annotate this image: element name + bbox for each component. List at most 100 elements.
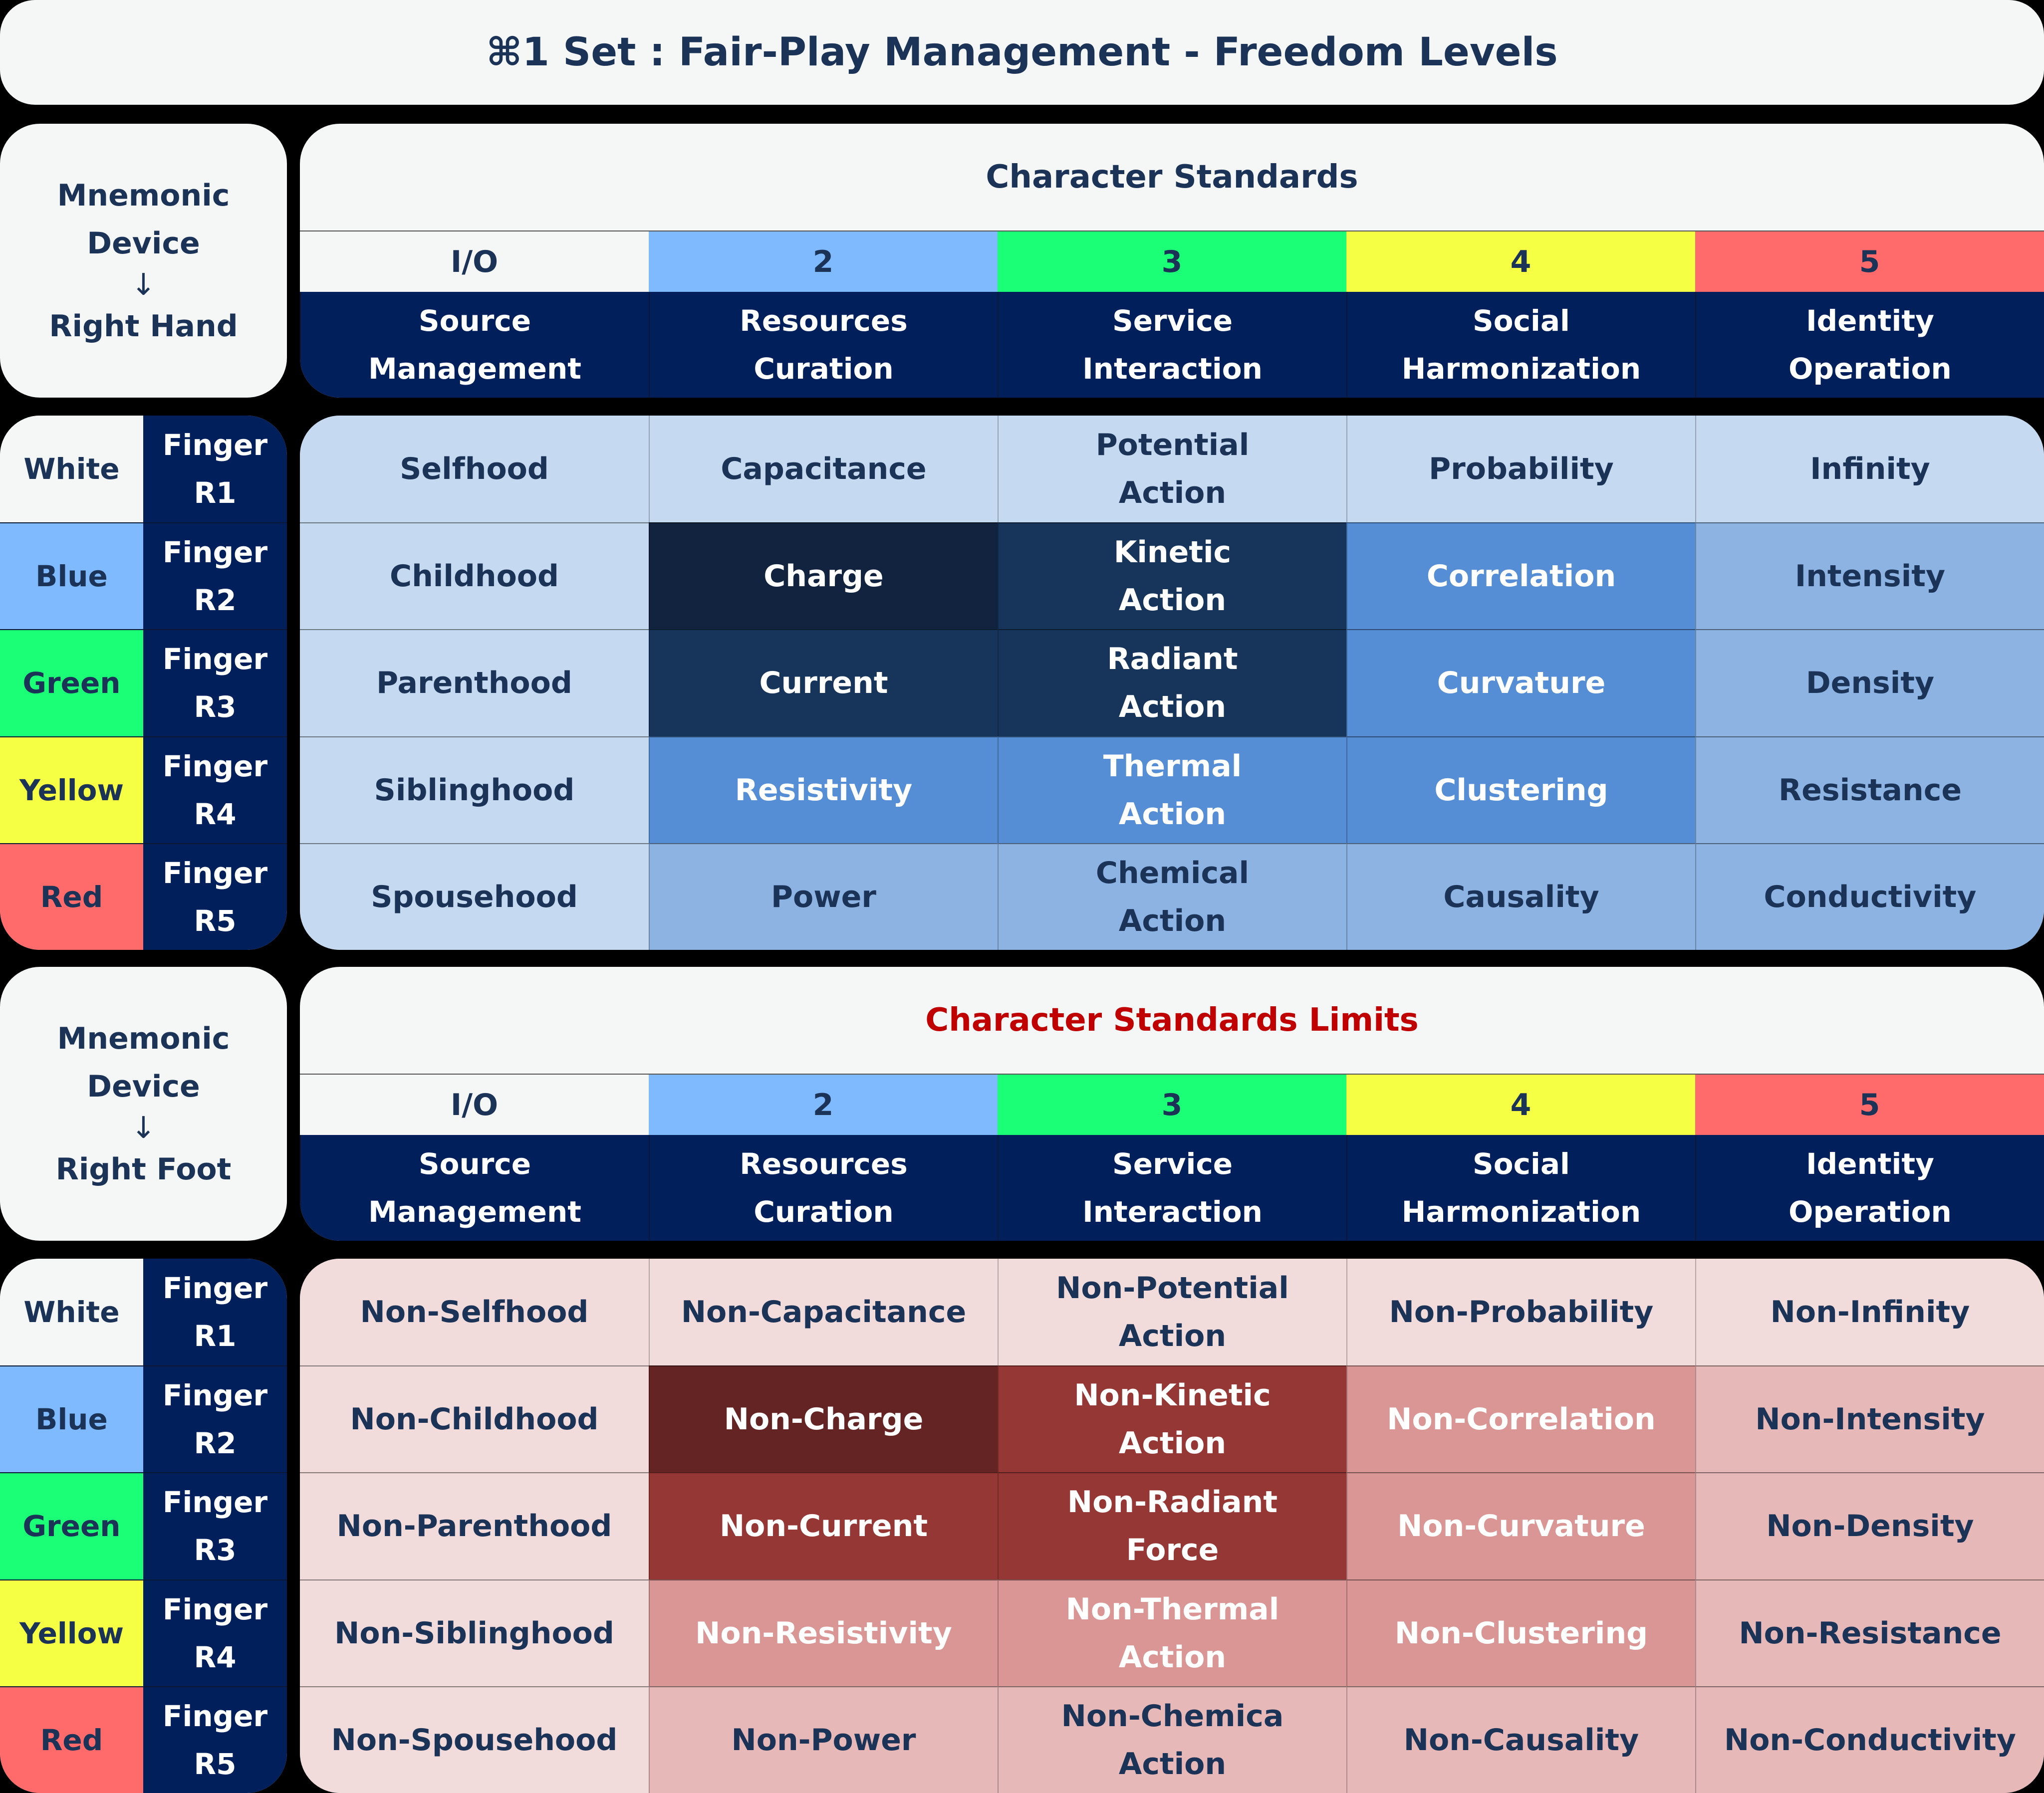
grid-cell: Non-Charge <box>649 1365 998 1473</box>
mnemonic-target: Right Hand <box>49 308 238 344</box>
finger-label: Finger R3 <box>143 629 287 736</box>
grid-cell: Non-Infinity <box>1695 1259 2044 1366</box>
grid-cell: Charge <box>649 522 998 630</box>
category-row: Source Management Resources Curation Servi… <box>300 1135 2044 1241</box>
mnemonic-label: Device <box>87 1069 200 1104</box>
grid-cell: Current <box>649 629 998 736</box>
level-number: 2 <box>649 1074 998 1135</box>
grid-cell: Non-Siblinghood <box>300 1579 649 1686</box>
grid-cell: Resistance <box>1695 736 2044 843</box>
level-number: 4 <box>1346 230 1695 292</box>
grid-cell: Spousehood <box>300 843 649 950</box>
color-label: Blue <box>0 522 143 630</box>
category-header: Social Harmonization <box>1346 292 1695 398</box>
section-title: Character Standards Limits <box>925 1002 1419 1039</box>
grid-cell: Non-Thermal Action <box>998 1579 1346 1686</box>
color-label: Green <box>0 629 143 736</box>
color-label: Green <box>0 1472 143 1579</box>
page-title: ⌘1 Set : Fair-Play Management - Freedom … <box>0 0 2044 105</box>
grid-cell: Curvature <box>1346 629 1695 736</box>
section-header: Character Standards I/O 2 3 4 5 Source Managem… <box>300 124 2044 398</box>
level-number: I/O <box>300 1074 649 1135</box>
grid-cell: Non-Resistivity <box>649 1579 998 1686</box>
grid-cell: Power <box>649 843 998 950</box>
color-label: White <box>0 416 143 523</box>
color-label: Yellow <box>0 736 143 843</box>
section-title: Character Standards <box>986 159 1358 196</box>
grid-cell: Radiant Action <box>998 629 1346 736</box>
category-header: Service Interaction <box>998 292 1346 398</box>
grid-cell: Chemical Action <box>998 843 1346 950</box>
grid-cell: Non-Probability <box>1346 1259 1695 1366</box>
grid-cell: Causality <box>1346 843 1695 950</box>
category-row: Source Management Resources Curation Servi… <box>300 292 2044 398</box>
grid-cell: Non-Parenthood <box>300 1472 649 1579</box>
finger-label: Finger R4 <box>143 1579 287 1686</box>
finger-label: Finger R4 <box>143 736 287 843</box>
standards-grid: Non-Selfhood Non-Capacitance Non-Potential… <box>300 1259 2044 1793</box>
category-header: Identity Operation <box>1695 1135 2044 1241</box>
standards-grid: Selfhood Capacitance Potential Action Proba… <box>300 416 2044 950</box>
category-header: Social Harmonization <box>1346 1135 1695 1241</box>
category-header: Resources Curation <box>649 1135 998 1241</box>
grid-cell: Conductivity <box>1695 843 2044 950</box>
finger-label: Finger R2 <box>143 1365 287 1473</box>
mnemonic-target: Right Foot <box>55 1151 232 1187</box>
grid-cell: Kinetic Action <box>998 522 1346 630</box>
level-number: 5 <box>1695 1074 2044 1135</box>
grid-cell: Non-Conductivity <box>1695 1686 2044 1793</box>
grid-cell: Non-Chemica Action <box>998 1686 1346 1793</box>
grid-cell: Childhood <box>300 522 649 630</box>
finger-label: Finger R1 <box>143 1259 287 1366</box>
mnemonic-label: Mnemonic <box>57 178 230 213</box>
grid-cell: Non-Correlation <box>1346 1365 1695 1473</box>
grid-cell: Infinity <box>1695 416 2044 523</box>
level-number-row: I/O 2 3 4 5 <box>300 1074 2044 1135</box>
finger-legend: White Finger R1 Blue Finger R2 Green Finger R… <box>0 1259 287 1793</box>
level-number: 2 <box>649 230 998 292</box>
grid-cell: Non-Childhood <box>300 1365 649 1473</box>
level-number: 3 <box>998 230 1346 292</box>
grid-cell: Probability <box>1346 416 1695 523</box>
grid-cell: Non-Current <box>649 1472 998 1579</box>
finger-label: Finger R1 <box>143 416 287 523</box>
category-header: Identity Operation <box>1695 292 2044 398</box>
grid-cell: Density <box>1695 629 2044 736</box>
arrow-down-icon: ↓ <box>131 1110 156 1145</box>
grid-cell: Parenthood <box>300 629 649 736</box>
grid-cell: Non-Spousehood <box>300 1686 649 1793</box>
grid-cell: Non-Capacitance <box>649 1259 998 1366</box>
grid-cell: Non-Curvature <box>1346 1472 1695 1579</box>
grid-cell: Selfhood <box>300 416 649 523</box>
category-header: Source Management <box>300 1135 649 1241</box>
color-label: White <box>0 1259 143 1366</box>
mnemonic-panel: Mnemonic Device ↓ Right Foot <box>0 967 287 1241</box>
grid-cell: Intensity <box>1695 522 2044 630</box>
color-label: Blue <box>0 1365 143 1473</box>
finger-legend: White Finger R1 Blue Finger R2 Green Finger R… <box>0 416 287 950</box>
grid-cell: Non-Resistance <box>1695 1579 2044 1686</box>
finger-label: Finger R2 <box>143 522 287 630</box>
grid-cell: Non-Intensity <box>1695 1365 2044 1473</box>
color-label: Red <box>0 843 143 950</box>
grid-cell: Non-Kinetic Action <box>998 1365 1346 1473</box>
color-label: Red <box>0 1686 143 1793</box>
grid-cell: Capacitance <box>649 416 998 523</box>
category-header: Source Management <box>300 292 649 398</box>
level-number: I/O <box>300 230 649 292</box>
finger-label: Finger R5 <box>143 843 287 950</box>
mnemonic-label: Device <box>87 225 200 261</box>
category-header: Service Interaction <box>998 1135 1346 1241</box>
grid-cell: Siblinghood <box>300 736 649 843</box>
grid-cell: Non-Selfhood <box>300 1259 649 1366</box>
grid-cell: Non-Causality <box>1346 1686 1695 1793</box>
grid-cell: Non-Density <box>1695 1472 2044 1579</box>
level-number: 4 <box>1346 1074 1695 1135</box>
mnemonic-panel: Mnemonic Device ↓ Right Hand <box>0 124 287 398</box>
mnemonic-label: Mnemonic <box>57 1021 230 1056</box>
grid-cell: Clustering <box>1346 736 1695 843</box>
grid-cell: Potential Action <box>998 416 1346 523</box>
finger-label: Finger R5 <box>143 1686 287 1793</box>
level-number: 5 <box>1695 230 2044 292</box>
level-number-row: I/O 2 3 4 5 <box>300 230 2044 292</box>
